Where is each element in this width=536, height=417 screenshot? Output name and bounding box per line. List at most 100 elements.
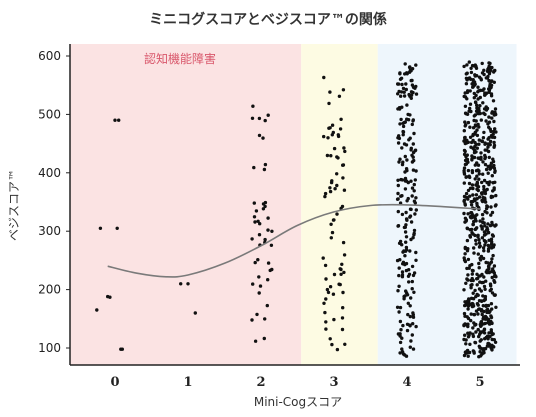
data-point bbox=[332, 272, 337, 277]
data-point bbox=[470, 283, 474, 287]
data-point bbox=[399, 90, 404, 94]
data-point bbox=[471, 232, 475, 236]
data-point bbox=[474, 330, 478, 334]
data-point bbox=[477, 334, 481, 339]
data-point bbox=[266, 278, 270, 282]
data-point bbox=[409, 237, 413, 242]
data-point bbox=[330, 123, 335, 127]
data-point bbox=[490, 233, 495, 237]
data-point bbox=[338, 282, 342, 287]
data-point bbox=[250, 237, 254, 241]
y-axis-label: ベジスコア™ bbox=[7, 169, 21, 241]
y-tick-label: 100 bbox=[38, 341, 61, 355]
data-point bbox=[479, 338, 483, 342]
data-point bbox=[469, 70, 474, 75]
data-point bbox=[493, 110, 497, 115]
data-point bbox=[404, 235, 409, 239]
data-point bbox=[473, 214, 477, 218]
data-point bbox=[488, 139, 493, 144]
data-point bbox=[113, 118, 117, 122]
data-point bbox=[476, 252, 480, 256]
data-point bbox=[481, 172, 485, 176]
x-tick-label: 5 bbox=[475, 375, 484, 390]
data-point bbox=[490, 275, 494, 280]
data-point bbox=[409, 296, 413, 300]
data-point bbox=[484, 228, 489, 232]
data-point bbox=[409, 96, 413, 101]
data-point bbox=[409, 90, 414, 94]
data-point bbox=[397, 134, 401, 138]
data-point bbox=[482, 331, 487, 335]
data-point bbox=[477, 172, 481, 176]
data-point bbox=[489, 328, 493, 332]
data-point bbox=[330, 342, 334, 347]
data-point bbox=[480, 312, 484, 317]
data-point bbox=[413, 148, 418, 152]
data-point bbox=[484, 105, 488, 109]
data-point bbox=[340, 262, 344, 266]
data-point bbox=[477, 241, 482, 245]
data-point bbox=[464, 219, 468, 223]
data-point bbox=[485, 76, 490, 80]
data-point bbox=[403, 120, 407, 124]
data-point bbox=[405, 103, 409, 107]
data-point bbox=[410, 279, 414, 284]
data-point bbox=[411, 273, 416, 278]
data-point bbox=[403, 230, 408, 234]
data-point bbox=[257, 133, 262, 138]
data-point bbox=[266, 228, 270, 232]
data-point bbox=[323, 194, 327, 199]
data-point bbox=[475, 103, 479, 107]
data-point bbox=[479, 323, 483, 328]
data-point bbox=[466, 354, 470, 358]
data-point bbox=[482, 284, 487, 289]
data-point bbox=[488, 334, 492, 339]
data-point bbox=[488, 85, 492, 90]
data-point bbox=[490, 257, 494, 261]
data-point bbox=[489, 129, 493, 134]
data-point bbox=[253, 220, 257, 224]
data-point bbox=[258, 284, 263, 288]
data-point bbox=[396, 92, 400, 96]
data-point bbox=[410, 194, 414, 198]
data-point bbox=[463, 246, 467, 251]
data-point bbox=[477, 355, 481, 359]
data-point bbox=[411, 315, 416, 319]
data-point bbox=[266, 261, 271, 265]
data-point bbox=[407, 138, 411, 142]
data-point bbox=[179, 282, 183, 286]
data-point bbox=[338, 267, 342, 271]
data-point bbox=[257, 116, 262, 121]
data-point bbox=[480, 61, 484, 66]
data-point bbox=[463, 120, 467, 124]
data-point bbox=[486, 222, 490, 226]
data-point bbox=[465, 153, 469, 157]
data-point bbox=[403, 254, 407, 258]
trend-line bbox=[107, 203, 481, 278]
data-point bbox=[491, 99, 496, 103]
data-point bbox=[253, 260, 257, 265]
data-point bbox=[397, 284, 401, 288]
data-point bbox=[403, 154, 407, 159]
data-point bbox=[490, 111, 494, 115]
data-point bbox=[477, 89, 481, 93]
data-point bbox=[483, 321, 487, 326]
data-point bbox=[465, 238, 470, 243]
data-point bbox=[482, 275, 486, 279]
data-point bbox=[193, 311, 197, 315]
data-point bbox=[487, 120, 492, 124]
data-point bbox=[484, 260, 488, 265]
data-point bbox=[410, 287, 414, 291]
data-point bbox=[475, 174, 479, 178]
data-point bbox=[474, 309, 479, 313]
data-point bbox=[254, 209, 259, 213]
data-point bbox=[480, 180, 484, 185]
data-point bbox=[399, 328, 403, 332]
data-point bbox=[321, 256, 325, 260]
data-point bbox=[341, 176, 345, 180]
data-point bbox=[411, 150, 416, 155]
data-point bbox=[462, 211, 466, 216]
data-point bbox=[410, 160, 415, 164]
data-point bbox=[398, 305, 403, 310]
